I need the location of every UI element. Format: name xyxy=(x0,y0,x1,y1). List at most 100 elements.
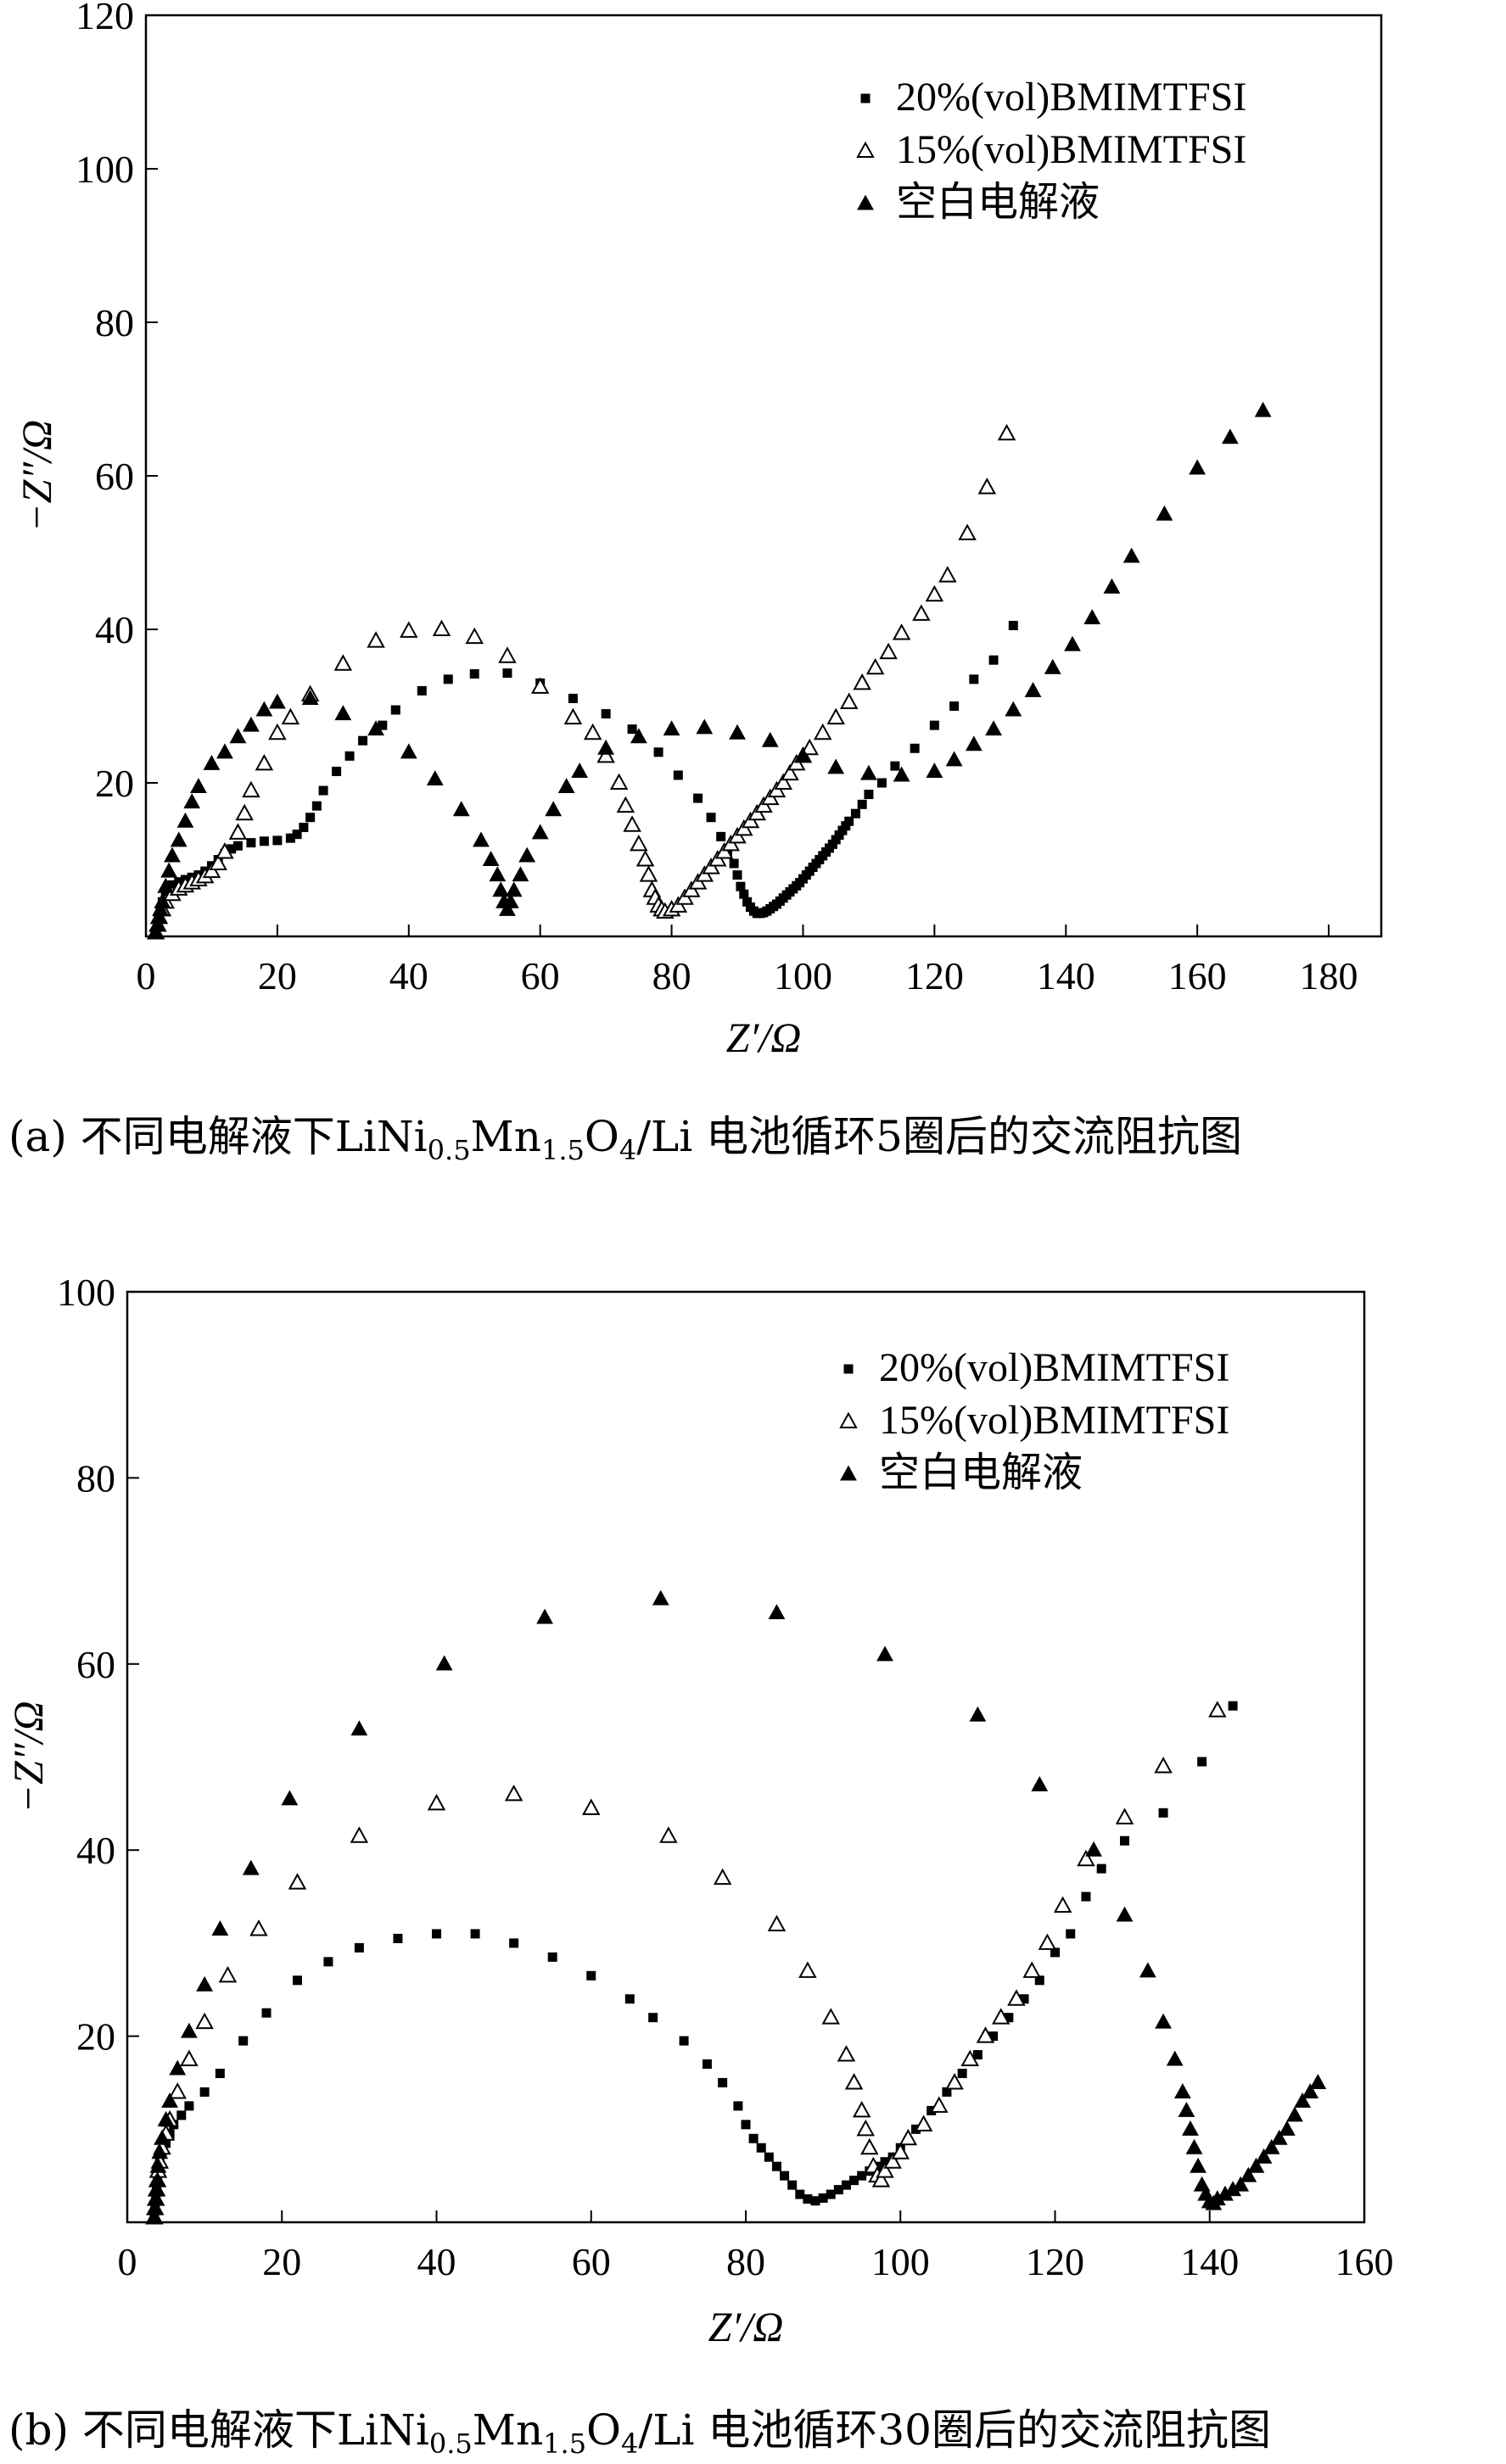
x-tick-label: 0 xyxy=(118,2240,137,2283)
data-point xyxy=(876,2161,894,2178)
data-point xyxy=(501,892,519,908)
data-point xyxy=(965,735,983,751)
data-point xyxy=(1232,2176,1250,2192)
data-point xyxy=(211,1920,229,1936)
data-point xyxy=(150,908,168,924)
data-point xyxy=(949,701,960,711)
data-point xyxy=(826,707,845,725)
data-point xyxy=(378,720,388,730)
data-point xyxy=(1156,505,1173,521)
y-tick-label: 80 xyxy=(95,301,134,344)
legend-label: 20%(vol)BMIMTFSI xyxy=(879,1345,1229,1390)
data-point xyxy=(1278,2120,1296,2136)
data-point xyxy=(531,824,549,840)
data-point xyxy=(586,1970,596,1981)
data-point xyxy=(800,738,819,756)
data-point xyxy=(739,889,749,899)
series-2 xyxy=(145,1701,1227,2225)
data-point xyxy=(929,720,939,730)
data-point xyxy=(452,801,470,817)
x-tick-label: 60 xyxy=(572,2240,611,2283)
data-point xyxy=(957,2068,967,2078)
data-point xyxy=(827,758,845,774)
y-tick-label: 100 xyxy=(76,148,134,191)
data-point xyxy=(1022,1961,1041,1978)
data-point xyxy=(733,2101,743,2111)
data-point xyxy=(473,831,490,847)
data-point xyxy=(891,2143,910,2159)
data-point xyxy=(518,846,536,863)
data-point xyxy=(1123,547,1140,563)
data-point xyxy=(148,2171,166,2187)
data-point xyxy=(893,766,910,782)
data-point xyxy=(853,673,871,690)
data-point xyxy=(318,785,328,796)
data-point xyxy=(1038,1933,1057,1950)
data-point xyxy=(305,813,316,823)
x-tick-label: 40 xyxy=(417,2240,456,2283)
y-axis-label: −Z″/Ω xyxy=(13,420,60,532)
data-point xyxy=(988,655,999,665)
data-point xyxy=(417,685,427,696)
data-point xyxy=(268,693,286,709)
x-tick-label: 160 xyxy=(1335,2240,1394,2283)
data-point xyxy=(148,2181,165,2197)
data-point xyxy=(161,2092,179,2108)
data-point xyxy=(393,1933,403,1943)
y-tick-label: 60 xyxy=(95,455,134,498)
data-point xyxy=(268,723,287,740)
data-point xyxy=(616,796,635,813)
data-point xyxy=(890,761,900,771)
data-point xyxy=(857,799,867,809)
data-point xyxy=(568,693,578,703)
data-point xyxy=(1139,1962,1156,1978)
caption-prefix: (a) 不同电解液下 xyxy=(8,1112,335,1161)
y-tick-label: 40 xyxy=(95,608,134,651)
y-tick-label: 20 xyxy=(95,762,134,805)
data-point xyxy=(871,2171,891,2187)
data-point xyxy=(367,720,384,736)
data-point xyxy=(203,754,221,770)
data-point xyxy=(1190,2157,1206,2173)
data-point xyxy=(498,646,517,663)
data-point xyxy=(1103,578,1121,594)
data-point xyxy=(813,723,832,740)
data-point xyxy=(857,2171,867,2181)
data-point xyxy=(209,853,227,871)
data-point xyxy=(756,2143,766,2153)
data-point xyxy=(942,2087,952,2097)
data-point xyxy=(652,1590,669,1606)
data-point xyxy=(176,812,194,828)
legend-label: 15%(vol)BMIMTFSI xyxy=(896,127,1246,172)
data-point xyxy=(609,773,629,791)
data-point xyxy=(841,2180,851,2190)
data-point xyxy=(1166,2050,1184,2066)
caption-formula: LiNi0.5Mn1.5O4/Li xyxy=(334,1112,693,1166)
data-point xyxy=(639,865,658,882)
legend-marker xyxy=(857,194,874,210)
data-point xyxy=(255,753,274,771)
data-point xyxy=(1197,1757,1207,1767)
data-point xyxy=(1008,620,1018,630)
data-point xyxy=(798,1961,817,1978)
legend-label: 空白电解液 xyxy=(879,1450,1083,1495)
data-point xyxy=(390,705,400,715)
data-point xyxy=(176,2110,187,2120)
data-point xyxy=(1066,1929,1076,1939)
data-point xyxy=(235,803,254,821)
data-point xyxy=(630,834,648,852)
data-point xyxy=(199,2087,210,2097)
data-point xyxy=(630,728,647,744)
data-point xyxy=(679,2036,689,2046)
y-tick-label: 20 xyxy=(76,2015,115,2059)
data-point xyxy=(249,1919,268,1936)
data-point xyxy=(960,2049,980,2067)
data-point xyxy=(482,851,500,867)
data-point xyxy=(157,2110,175,2126)
x-tick-label: 180 xyxy=(1300,954,1358,997)
data-point xyxy=(242,780,260,798)
data-point xyxy=(742,897,753,907)
data-point xyxy=(301,690,319,705)
series-3 xyxy=(147,401,1272,939)
data-point xyxy=(469,668,479,679)
